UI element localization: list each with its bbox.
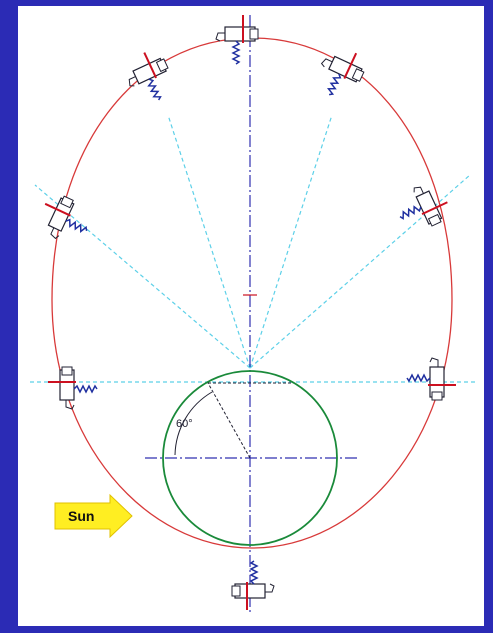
orbit [51, 37, 453, 549]
angle-arc [174, 391, 213, 456]
sun-rays [30, 114, 475, 383]
axes [145, 15, 357, 612]
canvas [18, 6, 484, 626]
sun-label: Sun [68, 508, 94, 524]
angle-label: 60° [176, 418, 193, 430]
sun-arrow [54, 493, 133, 539]
angle-lines [207, 382, 292, 459]
earth [162, 370, 338, 546]
